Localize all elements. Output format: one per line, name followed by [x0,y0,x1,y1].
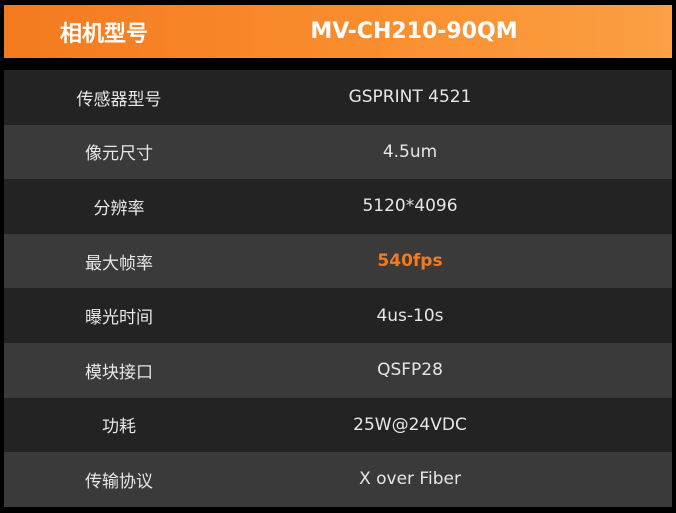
table-row: 最大帧率 540fps [4,233,672,289]
header-value: MV-CH210-90QM [310,19,518,44]
spec-label: 像元尺寸 [85,144,153,165]
table-row: 模块接口 QSFP28 [4,342,672,398]
spec-value: X over Fiber [359,469,461,490]
spec-value: QSFP28 [377,360,443,381]
table-header: 相机型号 MV-CH210-90QM [4,5,672,58]
spec-label: 模块接口 [85,362,153,383]
spec-value: 4.5um [382,141,438,162]
spec-value: 4us-10s [376,305,444,326]
table-row: 分辨率 5120*4096 [4,179,672,234]
spec-value: 5120*4096 [362,196,458,217]
table-row: 功耗 25W@24VDC [4,397,672,453]
table-row: 传感器型号 GSPRINT 4521 [4,70,672,125]
spec-label: 功耗 [102,417,136,438]
spec-table: 传感器型号 GSPRINT 4521 像元尺寸 4.5um 分辨率 5120*4096 最大… [4,70,672,507]
spec-value: 25W@24VDC [353,414,467,435]
spec-label: 分辨率 [93,198,145,219]
table-row: 曝光时间 4us-10s [4,288,672,343]
table-row: 传输协议 X over Fiber [4,452,672,507]
spec-label: 曝光时间 [85,308,153,329]
spec-label: 传感器型号 [76,89,162,110]
spec-value: 540fps [377,251,443,272]
spec-value: GSPRINT 4521 [348,87,472,108]
header-label: 相机型号 [59,21,148,47]
table-row: 像元尺寸 4.5um [4,124,672,180]
spec-label: 传输协议 [85,471,153,492]
spec-label: 最大帧率 [85,253,153,274]
